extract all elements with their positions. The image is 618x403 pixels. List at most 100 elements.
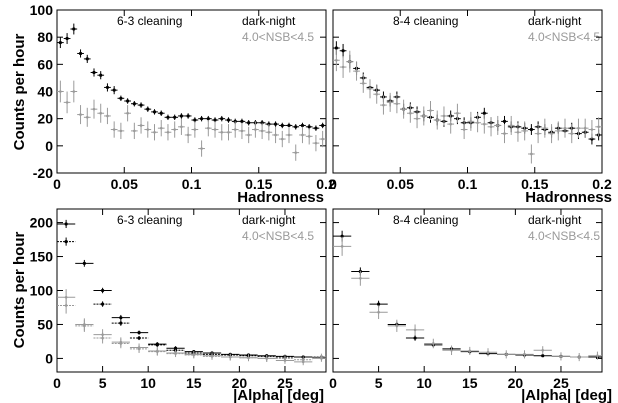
top-right-point <box>413 109 421 129</box>
bottom-right-xtick-label: 0 <box>329 375 337 391</box>
bottom-left-point <box>93 301 112 307</box>
top-left-ytick-label: 20 <box>37 111 53 127</box>
top-left-point <box>305 128 313 145</box>
top-right-point <box>386 92 394 112</box>
panel-top-right-legend-dark: dark-night <box>528 14 582 28</box>
top-right-point <box>501 124 508 144</box>
bottom-left-xtick-label: 15 <box>186 375 202 391</box>
top-right-point <box>474 113 481 133</box>
bottom-right-xtick-label: 20 <box>508 375 524 391</box>
top-left-point <box>164 114 172 121</box>
top-left-point <box>231 121 239 138</box>
bottom-left-point <box>129 336 149 341</box>
top-right-point <box>507 115 515 135</box>
bottom-left-point <box>57 219 76 229</box>
top-right-point <box>568 124 576 144</box>
top-left-point <box>245 120 253 126</box>
panel-top-left-annotation: 6-3 cleaning <box>117 14 182 28</box>
top-left-point <box>70 80 78 103</box>
panel-bottom-left-annotation: 6-3 cleaning <box>117 213 182 227</box>
bottom-left-point <box>93 332 112 344</box>
bottom-left-series-group <box>57 219 326 366</box>
top-left-point <box>151 124 158 141</box>
bottom-left-point <box>202 352 222 360</box>
top-right-point <box>420 106 428 126</box>
top-left-point <box>272 126 279 144</box>
top-left-point <box>285 126 293 144</box>
top-right-point <box>480 114 488 134</box>
bottom-right-point <box>570 352 589 362</box>
top-left-point <box>104 107 111 125</box>
top-right-point <box>359 73 367 93</box>
top-right-point <box>487 117 495 137</box>
top-left-point <box>63 33 71 44</box>
top-right-point <box>433 110 441 130</box>
top-left-point <box>124 98 131 104</box>
top-left-point <box>312 134 320 152</box>
bottom-left-point <box>166 350 185 358</box>
top-left-point <box>218 115 226 122</box>
bottom-left-point <box>129 330 149 335</box>
top-right-point <box>373 84 381 104</box>
bottom-right-point <box>533 346 552 355</box>
top-left-ytick-label: 60 <box>37 56 53 72</box>
panel-bottom-right-annotation: 8-4 cleaning <box>393 213 458 227</box>
top-left-point <box>83 54 91 63</box>
top-left-ytick-label: -20 <box>33 165 53 181</box>
bottom-left-xtick-label: 10 <box>140 375 156 391</box>
top-right-point <box>494 115 502 135</box>
top-left-point <box>77 49 84 58</box>
bottom-right-point <box>551 352 571 361</box>
top-left-xtick-label: 0.15 <box>245 176 272 192</box>
bottom-left-ytick-label: 150 <box>30 249 54 265</box>
top-left-point <box>97 103 105 123</box>
bottom-left-point <box>239 354 258 362</box>
top-right-point <box>454 103 461 123</box>
bottom-left-xtick-label: 25 <box>277 375 293 391</box>
top-right-xtick-label: 0 <box>329 176 337 192</box>
top-right-point <box>333 49 340 72</box>
bottom-left-point <box>75 259 94 267</box>
top-right-point <box>514 122 522 142</box>
bottom-left-point <box>129 344 149 353</box>
bottom-right-xtick-label: 10 <box>416 375 432 391</box>
bottom-left-point <box>57 297 76 314</box>
top-left-point <box>178 113 185 119</box>
panel-top-right-annotation: 8-4 cleaning <box>393 14 458 28</box>
top-left-point <box>63 91 71 114</box>
bottom-right-point <box>588 351 602 360</box>
bottom-left-ytick-label: 200 <box>30 215 54 231</box>
top-left-point <box>225 117 232 123</box>
top-left-point <box>204 120 212 137</box>
top-left-point <box>110 121 118 138</box>
top-right-point <box>581 118 589 138</box>
bottom-left-point <box>221 353 240 361</box>
top-left-point <box>110 86 118 95</box>
bottom-right-point <box>515 350 534 359</box>
top-right-point <box>346 50 354 73</box>
bottom-left-xtick-label: 0 <box>53 375 61 391</box>
bottom-right-x-axis-label: |Alpha| [deg] <box>521 387 612 403</box>
bottom-left-point <box>275 355 295 362</box>
top-left-ytick-label: 100 <box>30 2 54 18</box>
top-left-point <box>171 121 179 138</box>
bottom-right-series-group <box>333 230 602 362</box>
top-right-point <box>440 106 448 126</box>
top-left-point <box>299 126 306 144</box>
top-right-point <box>561 118 569 138</box>
bottom-left-point <box>148 342 167 347</box>
top-left-y-axis-label: Counts per hour <box>11 34 28 151</box>
bottom-left-point <box>111 338 130 349</box>
top-right-point <box>460 120 468 140</box>
top-left-point <box>191 121 199 138</box>
top-left-point <box>97 71 105 80</box>
bottom-left-point <box>75 319 94 332</box>
top-left-xtick-label: 0.2 <box>316 176 336 192</box>
top-left-point <box>178 118 185 135</box>
bottom-right-xtick-label: 25 <box>553 375 569 391</box>
top-right-point <box>467 111 475 131</box>
top-left-point <box>218 124 226 141</box>
top-left-point <box>252 121 259 138</box>
bottom-right-point <box>442 345 461 356</box>
top-right-point <box>447 114 455 134</box>
